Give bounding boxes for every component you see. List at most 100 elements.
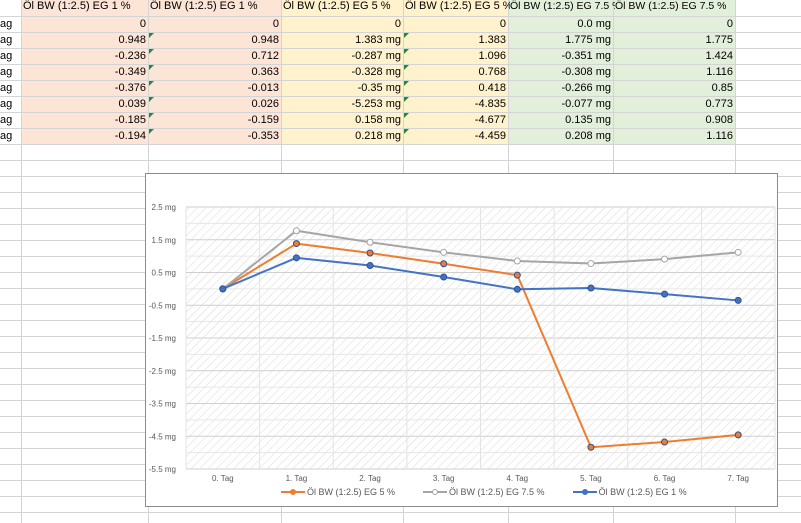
- column-fill: [148, 0, 281, 144]
- legend-item[interactable]: Öl BW (1:2.5) EG 5 %: [281, 485, 395, 499]
- column-header[interactable]: Öl BW (1:2.5) EG 1 %: [150, 0, 258, 12]
- table-cell[interactable]: 0: [139, 18, 146, 30]
- table-cell[interactable]: -0.266 mg: [561, 82, 611, 94]
- table-cell[interactable]: 0.039: [118, 98, 146, 110]
- table-cell[interactable]: 0.026: [251, 98, 279, 110]
- table-cell[interactable]: -0.077 mg: [561, 98, 611, 110]
- table-cell[interactable]: 0.158 mg: [355, 114, 401, 126]
- table-cell[interactable]: -0.308 mg: [561, 66, 611, 78]
- table-cell[interactable]: 1.383 mg: [355, 34, 401, 46]
- data-point: [513, 285, 521, 293]
- x-tick-label: 4. Tag: [506, 474, 528, 483]
- data-point: [366, 262, 374, 270]
- table-cell[interactable]: 0.908: [705, 114, 733, 126]
- table-cell[interactable]: 0.85: [711, 82, 733, 94]
- grid-line-horizontal: [0, 64, 801, 65]
- table-cell[interactable]: -0.349: [114, 66, 146, 78]
- chart-legend: Öl BW (1:2.5) EG 5 % Öl BW (1:2.5) EG 7.5…: [281, 485, 687, 499]
- y-tick-label: -1.5 mg: [149, 334, 176, 343]
- table-cell[interactable]: -0.159: [247, 114, 279, 126]
- column-header[interactable]: Öl BW (1:2.5) EG 5 %: [283, 0, 391, 12]
- table-cell[interactable]: 1.775: [705, 34, 733, 46]
- table-cell[interactable]: -0.236: [114, 50, 146, 62]
- table-cell[interactable]: 0: [726, 18, 733, 30]
- row-label[interactable]: ag: [0, 130, 13, 142]
- row-label[interactable]: ag: [0, 18, 13, 30]
- table-cell[interactable]: 0.135 mg: [565, 114, 611, 126]
- column-fill: [281, 0, 403, 144]
- column-header[interactable]: Öl BW (1:2.5) EG 1 %: [23, 0, 131, 12]
- table-cell[interactable]: 1.383: [478, 34, 506, 46]
- table-cell[interactable]: 0: [394, 18, 401, 30]
- table-cell[interactable]: 0.768: [478, 66, 506, 78]
- x-tick-label: 3. Tag: [433, 474, 455, 483]
- error-flag-icon: [404, 33, 409, 38]
- table-cell[interactable]: 0.363: [251, 66, 279, 78]
- table-cell[interactable]: -0.287 mg: [351, 50, 401, 62]
- table-cell[interactable]: 0: [499, 18, 506, 30]
- table-cell[interactable]: -4.835: [474, 98, 506, 110]
- table-cell[interactable]: 0.712: [251, 50, 279, 62]
- row-label[interactable]: ag: [0, 34, 13, 46]
- grid-line-horizontal: [0, 48, 801, 49]
- table-cell[interactable]: 1.424: [705, 50, 733, 62]
- table-cell[interactable]: 0.948: [251, 34, 279, 46]
- grid-line-horizontal: [0, 16, 801, 17]
- row-label[interactable]: ag: [0, 66, 13, 78]
- column-header[interactable]: Öl BW (1:2.5) EG 7.5 %: [615, 0, 727, 12]
- table-cell[interactable]: 1.116: [706, 66, 733, 78]
- legend-item[interactable]: Öl BW (1:2.5) EG 7.5 %: [423, 485, 545, 499]
- table-cell[interactable]: 0: [272, 18, 279, 30]
- column-fill: [403, 0, 508, 144]
- line-chart[interactable]: 2.5 mg 1.5 mg 0.5 mg -0.5 mg -1.5 mg -2.5 mg -…: [145, 173, 778, 507]
- table-cell[interactable]: 1.116: [706, 130, 733, 142]
- error-flag-icon: [149, 49, 154, 54]
- table-cell[interactable]: -0.351 mg: [561, 50, 611, 62]
- table-cell[interactable]: -4.459: [474, 130, 506, 142]
- row-label[interactable]: ag: [0, 50, 13, 62]
- table-cell[interactable]: 1.775 mg: [565, 34, 611, 46]
- legend-item[interactable]: Öl BW (1:2.5) EG 1 %: [572, 485, 687, 499]
- data-point: [734, 431, 742, 439]
- error-flag-icon: [149, 113, 154, 118]
- legend-dot: [290, 489, 296, 495]
- x-tick-label: 2. Tag: [359, 474, 381, 483]
- row-label[interactable]: ag: [0, 98, 13, 110]
- error-flag-icon: [404, 81, 409, 86]
- table-cell[interactable]: -0.328 mg: [351, 66, 401, 78]
- table-cell[interactable]: -4.677: [474, 114, 506, 126]
- row-label[interactable]: ag: [0, 114, 13, 126]
- table-cell[interactable]: -0.185: [114, 114, 146, 126]
- table-cell[interactable]: -0.353: [247, 130, 279, 142]
- table-cell[interactable]: 0.948: [118, 34, 146, 46]
- row-label[interactable]: ag: [0, 82, 13, 94]
- table-cell[interactable]: -5.253 mg: [351, 98, 401, 110]
- table-cell[interactable]: 0.773: [705, 98, 733, 110]
- column-header[interactable]: Öl BW (1:2.5) EG 7.5 %: [510, 0, 615, 12]
- x-tick-label: 6. Tag: [654, 474, 676, 483]
- y-tick-label: -2.5 mg: [149, 367, 176, 376]
- x-tick-label: 0. Tag: [212, 474, 234, 483]
- table-cell[interactable]: 0.418: [478, 82, 506, 94]
- table-cell[interactable]: -0.013: [247, 82, 279, 94]
- x-tick-label: 7. Tag: [727, 474, 749, 483]
- column-header[interactable]: Öl BW (1:2.5) EG 5 %: [405, 0, 510, 12]
- legend-label: Öl BW (1:2.5) EG 1 %: [598, 487, 687, 497]
- table-cell[interactable]: 1.096: [478, 50, 506, 62]
- legend-dot: [581, 489, 588, 495]
- table-cell[interactable]: -0.35 mg: [357, 82, 401, 94]
- grid-line-horizontal: [0, 112, 801, 113]
- y-tick-label: -0.5 mg: [149, 301, 176, 310]
- y-tick-label: -3.5 mg: [149, 400, 176, 409]
- column-fill: [613, 0, 735, 144]
- table-cell[interactable]: 0.218 mg: [355, 130, 401, 142]
- table-cell[interactable]: 0.0 mg: [577, 18, 611, 30]
- table-cell[interactable]: -0.376: [114, 82, 146, 94]
- table-cell[interactable]: 0.208 mg: [565, 130, 611, 142]
- grid-line-horizontal: [0, 32, 801, 33]
- table-cell[interactable]: -0.194: [114, 130, 146, 142]
- x-tick-label: 1. Tag: [286, 474, 308, 483]
- legend-dot: [432, 489, 439, 495]
- series-line: [222, 229, 739, 290]
